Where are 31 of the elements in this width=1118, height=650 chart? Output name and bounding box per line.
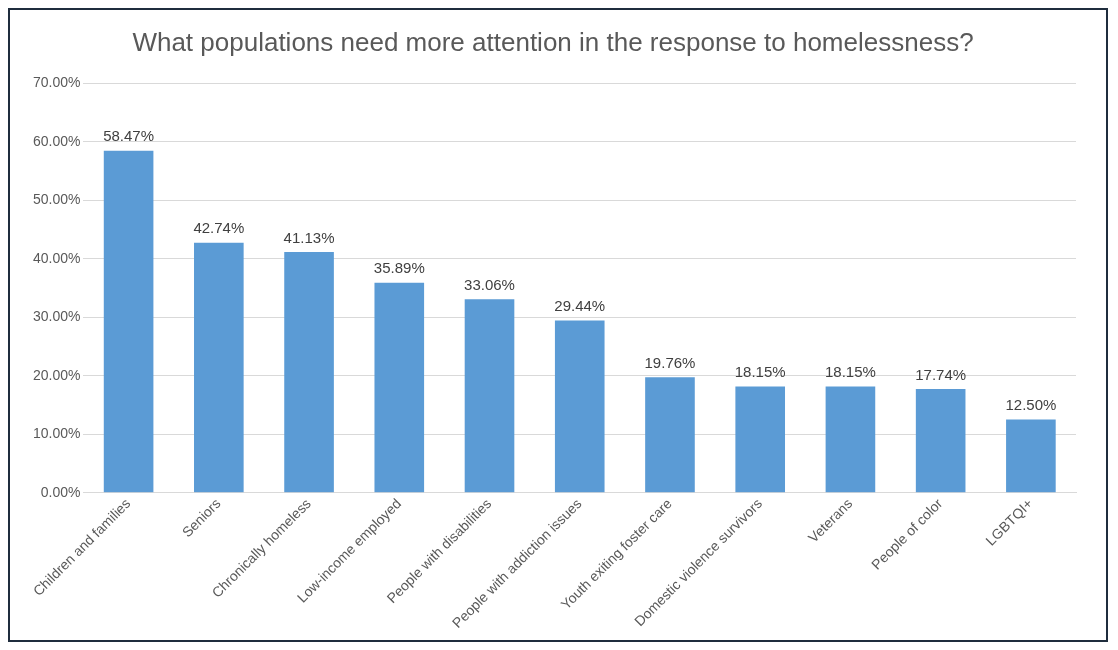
y-tick-label: 30.00%: [33, 308, 81, 325]
bar: [1006, 419, 1056, 493]
data-label: 18.15%: [824, 363, 876, 381]
bar: [284, 252, 334, 493]
y-tick-label: 0.00%: [40, 483, 81, 500]
data-label: 41.13%: [283, 228, 335, 246]
data-label: 12.50%: [1005, 396, 1057, 414]
y-tick-label: 40.00%: [33, 249, 81, 266]
data-label: 18.15%: [734, 363, 786, 381]
bar: [374, 282, 425, 493]
y-tick-label: 70.00%: [33, 74, 81, 91]
bar: [735, 386, 786, 493]
bar: [645, 377, 695, 493]
bar: [464, 299, 515, 493]
chart-title: What populations need more attention in the response to homelessness?: [132, 26, 974, 57]
y-tick-label: 20.00%: [33, 366, 81, 383]
data-label: 29.44%: [554, 297, 606, 315]
bar: [554, 320, 605, 493]
bar: [194, 242, 244, 493]
data-label: 17.74%: [915, 365, 967, 383]
data-label: 33.06%: [464, 275, 515, 293]
y-tick-label: 10.00%: [33, 425, 81, 442]
data-label: 58.47%: [103, 127, 155, 145]
y-tick-label: 60.00%: [33, 132, 81, 149]
data-label: 19.76%: [644, 353, 696, 371]
bar: [103, 150, 154, 493]
data-label: 42.74%: [193, 219, 245, 237]
y-tick-label: 50.00%: [33, 191, 81, 208]
bar: [825, 386, 876, 493]
data-label: 35.89%: [373, 259, 425, 277]
bar: [915, 388, 966, 493]
